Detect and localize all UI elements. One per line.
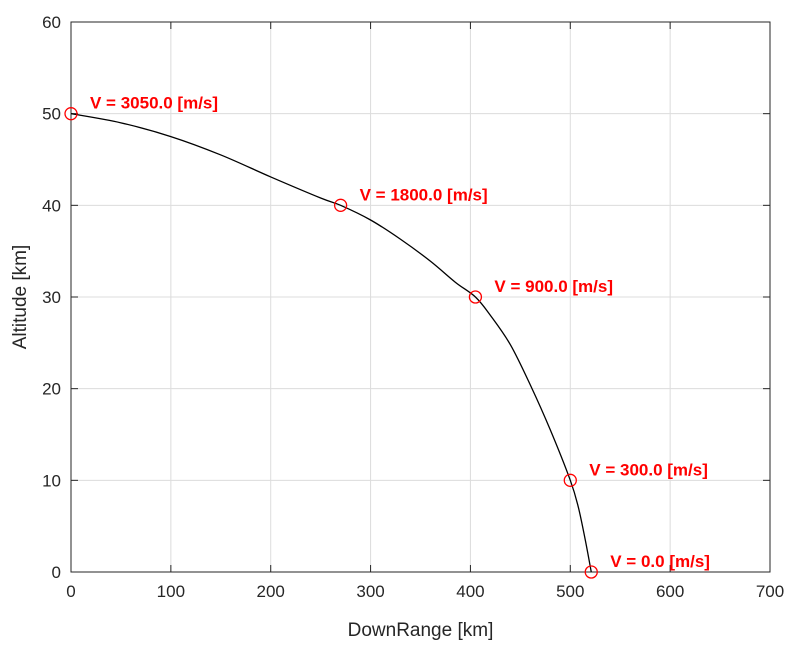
- velocity-annotation: V = 1800.0 [m/s]: [360, 185, 488, 204]
- x-axis-label: DownRange [km]: [348, 620, 494, 641]
- x-tick-labels: 0 100 200 300 400 500 600 700: [66, 582, 784, 601]
- y-tick-label: 50: [42, 105, 61, 124]
- y-tick-label: 30: [42, 288, 61, 307]
- x-tick-label: 200: [257, 582, 285, 601]
- velocity-marker: [64, 107, 78, 121]
- velocity-annotations: V = 3050.0 [m/s] V = 1800.0 [m/s] V = 900.…: [90, 94, 710, 571]
- y-tick-labels: 0 10 20 30 40 50 60: [42, 13, 61, 582]
- y-tick-label: 60: [42, 13, 61, 32]
- x-tick-label: 100: [157, 582, 185, 601]
- x-tick-label: 0: [66, 582, 75, 601]
- y-tick-label: 20: [42, 380, 61, 399]
- x-tick-label: 400: [456, 582, 484, 601]
- grid-lines: [71, 22, 770, 572]
- trajectory-line: [70, 113, 592, 573]
- x-tick-label: 300: [356, 582, 384, 601]
- x-tick-label: 600: [656, 582, 684, 601]
- velocity-annotation: V = 300.0 [m/s]: [589, 460, 708, 479]
- velocity-marker: [584, 565, 598, 579]
- y-tick-label: 40: [42, 196, 61, 215]
- velocity-annotation: V = 900.0 [m/s]: [494, 277, 613, 296]
- velocity-marker: [468, 290, 483, 304]
- velocity-annotation: V = 3050.0 [m/s]: [90, 94, 218, 113]
- velocity-markers: [64, 107, 598, 579]
- y-tick-label: 10: [42, 471, 61, 490]
- velocity-marker: [563, 473, 577, 487]
- velocity-marker: [333, 198, 348, 212]
- x-tick-label: 700: [756, 582, 784, 601]
- y-tick-label: 0: [52, 563, 61, 582]
- velocity-annotation: V = 0.0 [m/s]: [610, 552, 710, 571]
- y-axis-label: Altitude [km]: [10, 245, 31, 350]
- x-tick-label: 500: [556, 582, 584, 601]
